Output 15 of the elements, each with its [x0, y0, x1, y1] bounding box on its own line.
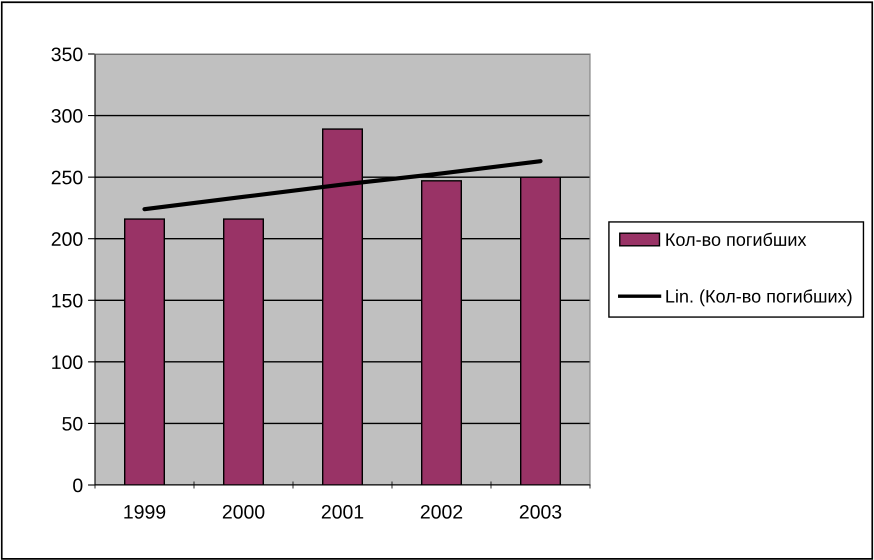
y-tick-label: 200 — [52, 232, 82, 246]
x-tick-label: 2002 — [420, 504, 462, 519]
y-tick-label: 300 — [51, 109, 82, 123]
y-tick-label: 350 — [51, 47, 82, 62]
x-tick-label: 2001 — [322, 504, 364, 519]
y-tick-label: 0 — [73, 478, 82, 492]
legend-label: Кол-во погибших — [666, 232, 806, 246]
y-tick-label: 150 — [52, 294, 82, 308]
y-tick-label: 250 — [52, 170, 82, 184]
y-tick-label: 50 — [62, 416, 82, 431]
y-tick-label: 100 — [52, 355, 82, 370]
legend-label: Lin. (Кол-во погибших) — [666, 289, 852, 306]
x-tick-label: 1999 — [124, 504, 166, 519]
x-tick-label: 2000 — [222, 504, 264, 519]
x-tick-label: 2003 — [520, 504, 562, 519]
